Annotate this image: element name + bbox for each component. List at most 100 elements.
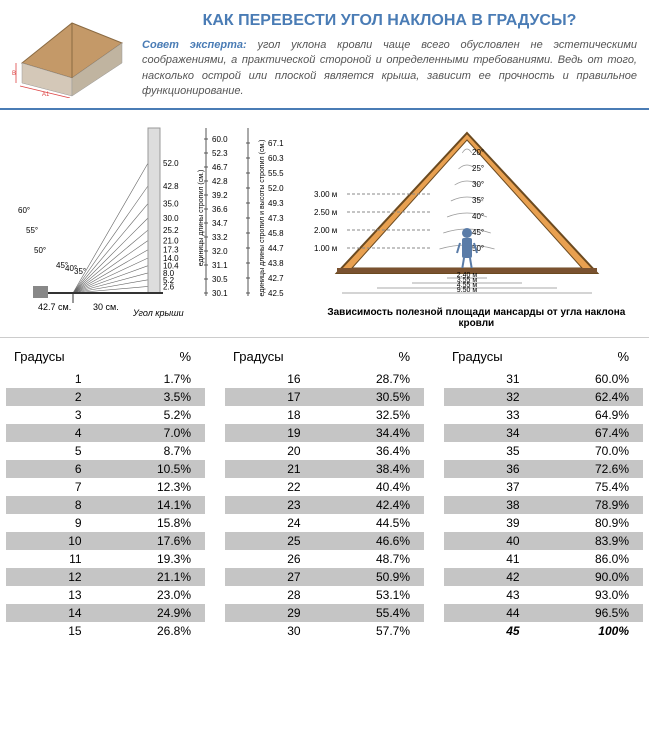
cell-deg: 4 [6, 424, 96, 442]
table-row: 45100% [444, 622, 643, 640]
cell-deg: 25 [225, 532, 315, 550]
cell-pct: 19.3% [96, 550, 205, 568]
table-row: 2750.9% [225, 568, 424, 586]
table-row: 1832.5% [225, 406, 424, 424]
cell-deg: 7 [6, 478, 96, 496]
table-row: 1526.8% [6, 622, 205, 640]
cell-deg: 27 [225, 568, 315, 586]
table-row: 2648.7% [225, 550, 424, 568]
cell-deg: 35 [444, 442, 534, 460]
cell-pct: 60.0% [534, 370, 643, 388]
cell-pct: 48.7% [315, 550, 424, 568]
cell-deg: 45 [444, 622, 534, 640]
svg-text:34.7: 34.7 [212, 219, 228, 228]
cell-pct: 15.8% [96, 514, 205, 532]
angle-diagram: 2.65.28.010.414.017.321.025.230.035.042.… [8, 118, 302, 318]
cell-pct: 36.4% [315, 442, 424, 460]
table-row: 712.3% [6, 478, 205, 496]
table-row: 3775.4% [444, 478, 643, 496]
table-row: 3980.9% [444, 514, 643, 532]
cell-pct: 12.3% [96, 478, 205, 496]
svg-text:30°: 30° [472, 180, 484, 189]
table-row: 3570.0% [444, 442, 643, 460]
cell-deg: 29 [225, 604, 315, 622]
table-row: 3057.7% [225, 622, 424, 640]
svg-text:60°: 60° [18, 206, 30, 215]
page-title: КАК ПЕРЕВЕСТИ УГОЛ НАКЛОНА В ГРАДУСЫ? [142, 12, 637, 30]
table-row: 2138.4% [225, 460, 424, 478]
table-row: 1730.5% [225, 388, 424, 406]
cell-deg: 2 [6, 388, 96, 406]
svg-text:42.8: 42.8 [163, 181, 179, 190]
cell-pct: 55.4% [315, 604, 424, 622]
mansard-caption: Зависимость полезной площади мансарды от… [312, 307, 641, 329]
cell-deg: 23 [225, 496, 315, 514]
table-row: 3672.6% [444, 460, 643, 478]
table-row: 35.2% [6, 406, 205, 424]
cell-deg: 9 [6, 514, 96, 532]
col-pct: % [534, 346, 643, 370]
svg-text:35.0: 35.0 [163, 199, 179, 208]
cell-pct: 8.7% [96, 442, 205, 460]
cell-pct: 57.7% [315, 622, 424, 640]
cell-pct: 67.4% [534, 424, 643, 442]
cell-pct: 38.4% [315, 460, 424, 478]
table-row: 2240.4% [225, 478, 424, 496]
cell-deg: 19 [225, 424, 315, 442]
expert-lead: Совет эксперта: [142, 39, 247, 51]
cell-deg: 16 [225, 370, 315, 388]
table-row: 3262.4% [444, 388, 643, 406]
svg-text:50°: 50° [34, 246, 46, 255]
cell-deg: 28 [225, 586, 315, 604]
cell-deg: 12 [6, 568, 96, 586]
cell-deg: 14 [6, 604, 96, 622]
cell-pct: 26.8% [96, 622, 205, 640]
cell-deg: 39 [444, 514, 534, 532]
svg-text:52.0: 52.0 [268, 184, 284, 193]
cell-deg: 18 [225, 406, 315, 424]
cell-deg: 44 [444, 604, 534, 622]
header: A1 B КАК ПЕРЕВЕСТИ УГОЛ НАКЛОНА В ГРАДУС… [0, 0, 649, 110]
svg-text:42.7: 42.7 [268, 274, 284, 283]
svg-text:1.00 м: 1.00 м [314, 244, 337, 253]
svg-text:20°: 20° [472, 148, 484, 157]
cell-deg: 33 [444, 406, 534, 424]
table-row: 4083.9% [444, 532, 643, 550]
svg-text:17.3: 17.3 [163, 245, 179, 254]
table-row: 3878.9% [444, 496, 643, 514]
table-2: Градусы % 1628.7%1730.5%1832.5%1934.4%20… [225, 346, 424, 640]
cell-deg: 30 [225, 622, 315, 640]
table-row: 3364.9% [444, 406, 643, 424]
cell-pct: 53.1% [315, 586, 424, 604]
conversion-tables: Градусы % 11.7%23.5%35.2%47.0%58.7%610.5… [0, 338, 649, 648]
svg-text:2.50 м: 2.50 м [314, 208, 337, 217]
cell-pct: 30.5% [315, 388, 424, 406]
table-row: 1221.1% [6, 568, 205, 586]
cell-deg: 21 [225, 460, 315, 478]
table-row: 4186.0% [444, 550, 643, 568]
table-row: 2546.6% [225, 532, 424, 550]
expert-note: Совет эксперта: угол уклона кровли чаще … [142, 38, 637, 100]
table-row: 2342.4% [225, 496, 424, 514]
cell-deg: 24 [225, 514, 315, 532]
svg-text:B: B [12, 71, 16, 77]
cell-pct: 14.1% [96, 496, 205, 514]
svg-text:30.1: 30.1 [212, 289, 228, 298]
svg-text:21.0: 21.0 [163, 236, 179, 245]
svg-text:67.1: 67.1 [268, 139, 284, 148]
cell-pct: 96.5% [534, 604, 643, 622]
cell-pct: 80.9% [534, 514, 643, 532]
svg-text:42.5: 42.5 [268, 289, 284, 298]
svg-text:40°: 40° [472, 212, 484, 221]
svg-text:единицы длины стропил и высоты: единицы длины стропил и высоты стропил (… [259, 139, 266, 296]
cell-pct: 72.6% [534, 460, 643, 478]
cell-pct: 83.9% [534, 532, 643, 550]
table-row: 4290.0% [444, 568, 643, 586]
cell-deg: 15 [6, 622, 96, 640]
cell-pct: 93.0% [534, 586, 643, 604]
svg-text:60.3: 60.3 [268, 154, 284, 163]
svg-text:43.8: 43.8 [268, 259, 284, 268]
svg-text:31.1: 31.1 [212, 261, 228, 270]
svg-text:39.2: 39.2 [212, 191, 228, 200]
cell-deg: 41 [444, 550, 534, 568]
